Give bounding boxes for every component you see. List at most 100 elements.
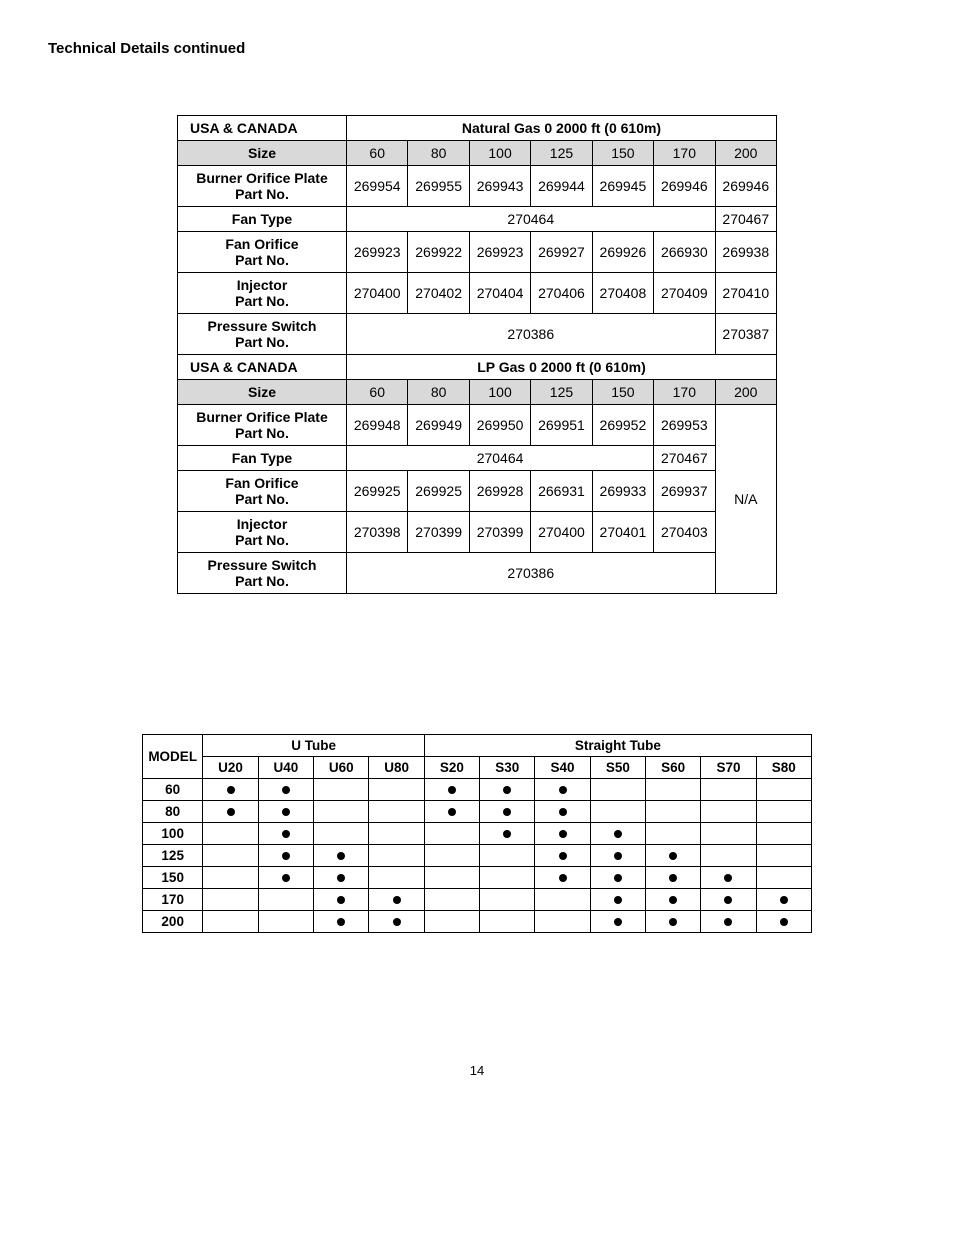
model-cell: 170 [143,889,203,911]
dot-cell [701,801,756,823]
tube-compatibility-table: MODELU TubeStraight TubeU20U40U60U80S20S… [142,734,812,933]
dot-cell [756,889,811,911]
dot-icon [614,852,622,860]
dot-icon [448,808,456,816]
dot-icon [282,808,290,816]
dot-icon [780,896,788,904]
dot-cell [424,911,479,933]
dot-icon [559,786,567,794]
dot-cell [701,889,756,911]
value-cell: 269928 [469,471,530,512]
dot-cell [203,801,258,823]
dot-icon [503,808,511,816]
value-cell: 269943 [469,166,530,207]
value-cell: 270464 [347,207,716,232]
value-cell: 269933 [592,471,653,512]
size-header: 200 [715,380,776,405]
value-cell: 269953 [654,405,715,446]
dot-cell [203,867,258,889]
column-header: S30 [480,757,535,779]
dot-icon [780,918,788,926]
value-cell: 266930 [654,232,715,273]
size-label: Size [178,141,347,166]
dot-cell [756,911,811,933]
value-cell: 270386 [347,314,716,355]
model-cell: 100 [143,823,203,845]
value-cell: 269946 [715,166,776,207]
column-header: U80 [369,757,424,779]
dot-cell [258,889,313,911]
dot-cell [480,911,535,933]
dot-icon [227,808,235,816]
value-cell: 269925 [408,471,469,512]
dot-cell [535,867,590,889]
dot-icon [614,830,622,838]
dot-icon [503,786,511,794]
gas-type-cell: Natural Gas 0 2000 ft (0 610m) [347,116,777,141]
dot-cell [369,889,424,911]
dot-icon [337,874,345,882]
dot-icon [724,874,732,882]
value-cell: 269946 [654,166,715,207]
column-header: S60 [646,757,701,779]
model-cell: 150 [143,867,203,889]
row-label: Fan OrificePart No. [178,471,347,512]
dot-cell [424,823,479,845]
dot-cell [535,823,590,845]
dot-icon [669,896,677,904]
row-label: Pressure SwitchPart No. [178,314,347,355]
value-cell: 269927 [531,232,592,273]
dot-cell [756,867,811,889]
dot-cell [590,867,645,889]
size-header: 200 [715,141,776,166]
value-cell: 269954 [347,166,408,207]
dot-cell [701,867,756,889]
dot-cell [480,845,535,867]
value-cell: 270387 [715,314,776,355]
value-cell: 270467 [654,446,715,471]
row-label: Fan Type [178,207,347,232]
dot-cell [314,779,369,801]
dot-cell [590,801,645,823]
dot-icon [282,852,290,860]
column-header: U20 [203,757,258,779]
dot-cell [646,867,701,889]
dot-icon [559,852,567,860]
dot-icon [559,808,567,816]
dot-cell [535,801,590,823]
dot-cell [535,779,590,801]
dot-cell [480,823,535,845]
dot-cell [590,889,645,911]
value-cell: 269925 [347,471,408,512]
value-cell: 270398 [347,512,408,553]
value-cell: 270410 [715,273,776,314]
value-cell: 270402 [408,273,469,314]
dot-icon [559,874,567,882]
dot-cell [314,823,369,845]
dot-cell [314,867,369,889]
dot-icon [282,874,290,882]
model-cell: 200 [143,911,203,933]
value-cell: 269945 [592,166,653,207]
model-header: MODEL [143,735,203,779]
column-header: S70 [701,757,756,779]
column-header: S50 [590,757,645,779]
dot-icon [393,918,401,926]
na-cell: N/A [715,405,776,594]
dot-cell [590,779,645,801]
dot-icon [559,830,567,838]
group-header: U Tube [203,735,424,757]
dot-cell [203,845,258,867]
value-cell: 269952 [592,405,653,446]
dot-icon [337,918,345,926]
value-cell: 270400 [531,512,592,553]
size-header: 150 [592,141,653,166]
page-number: 14 [48,1063,906,1078]
dot-cell [756,823,811,845]
size-header: 125 [531,141,592,166]
size-header: 150 [592,380,653,405]
value-cell: 269923 [469,232,530,273]
dot-cell [701,845,756,867]
size-label: Size [178,380,347,405]
dot-cell [535,911,590,933]
